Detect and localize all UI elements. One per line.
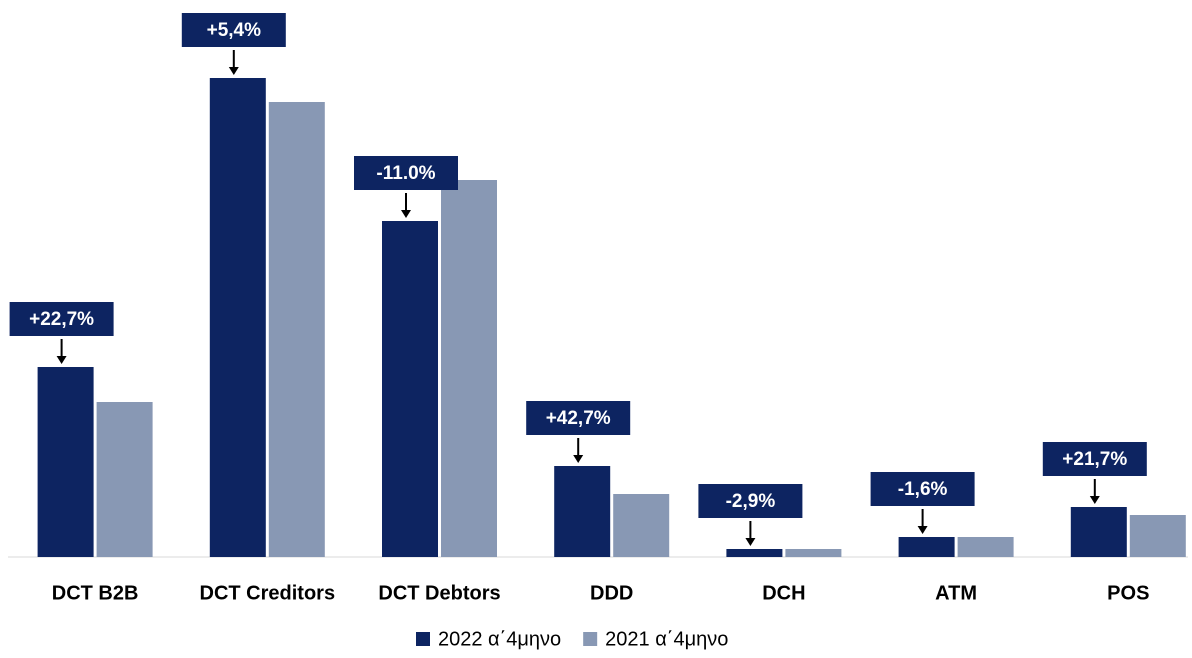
annotation: +21,7% [1062,449,1127,470]
annotation-box [354,156,458,190]
arrow-head [917,526,928,534]
x-tick-label: DDD [590,582,633,604]
arrow-head [401,210,411,218]
bar [898,537,955,557]
arrow-head [573,455,584,463]
legend-label: 2022 α΄4μηνο [438,628,561,650]
bar [1070,507,1127,557]
annotation: -2,9% [726,491,776,512]
bar [37,367,94,557]
bar [96,402,153,557]
x-tick-label: DCT Creditors [200,582,336,604]
bar [268,102,325,557]
annotation: -1,6% [898,479,948,500]
annotation-box [9,302,114,336]
annotation: +22,7% [29,309,94,330]
bar [785,549,842,557]
arrow-head [1089,496,1100,504]
annotation-box [870,472,975,506]
arrow-head [56,356,67,364]
annotation-box [181,13,286,47]
annotation-box [526,401,631,435]
bar [726,549,783,557]
bar [613,494,670,557]
arrow-head [228,67,239,75]
bar [957,537,1014,557]
annotation-box [1042,442,1147,476]
annotation: +5,4% [207,20,262,41]
arrow-head [745,538,756,546]
annotation: -11.0% [376,163,435,184]
legend-swatch [583,632,598,646]
x-tick-label: DCH [762,582,805,604]
legend-swatch [416,632,430,646]
x-tick-label: DCT Debtors [378,582,500,604]
annotation: +42,7% [546,408,611,429]
x-tick-label: DCT B2B [52,582,139,604]
x-tick-label: ATM [935,582,977,604]
legend-label: 2021 α΄4μηνο [605,628,728,650]
annotation-box [698,484,803,518]
bar [382,221,438,557]
x-tick-label: POS [1107,582,1149,604]
bar [1129,515,1186,557]
bar [554,466,611,557]
bar [441,180,497,557]
bar [209,78,266,557]
